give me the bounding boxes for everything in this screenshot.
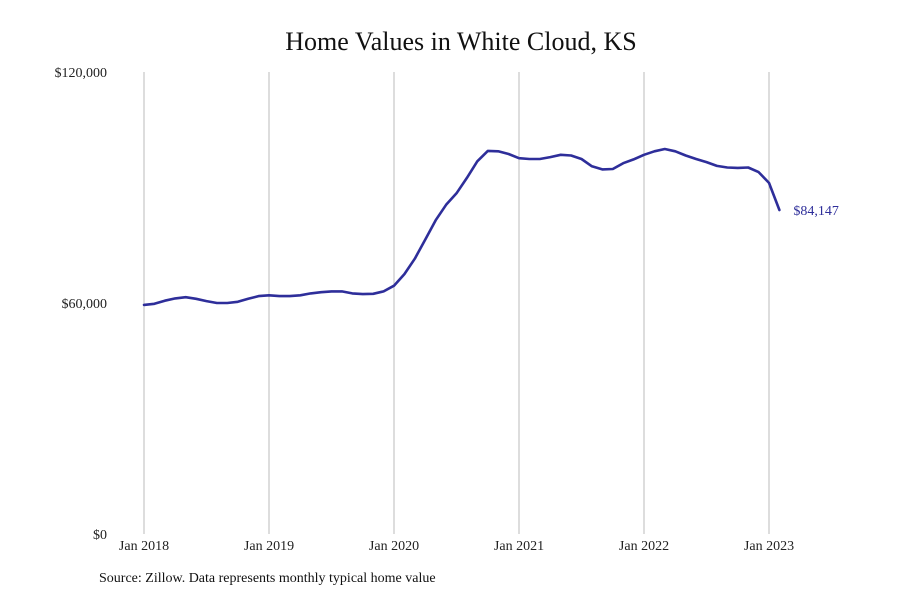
x-tick-label: Jan 2021 <box>494 539 544 554</box>
series-group: $84,147 <box>142 147 839 307</box>
chart-title: Home Values in White Cloud, KS <box>285 27 637 56</box>
x-axis-ticks: Jan 2018 Jan 2019 Jan 2020 Jan 2021 Jan 2022… <box>119 539 794 554</box>
series-line <box>142 147 781 307</box>
source-note: Source: Zillow. Data represents monthly … <box>99 571 436 586</box>
x-tick-label: Jan 2018 <box>119 539 169 554</box>
y-axis-ticks: $0 $60,000 $120,000 <box>55 66 108 543</box>
x-tick-label: Jan 2023 <box>744 539 794 554</box>
x-tick-label: Jan 2019 <box>244 539 294 554</box>
y-tick-label: $120,000 <box>55 66 108 81</box>
x-tick-label: Jan 2020 <box>369 539 419 554</box>
y-tick-label: $0 <box>93 528 107 543</box>
y-tick-label: $60,000 <box>62 297 108 312</box>
end-value-label: $84,147 <box>793 204 839 219</box>
gridlines <box>143 72 770 534</box>
x-tick-label: Jan 2022 <box>619 539 669 554</box>
